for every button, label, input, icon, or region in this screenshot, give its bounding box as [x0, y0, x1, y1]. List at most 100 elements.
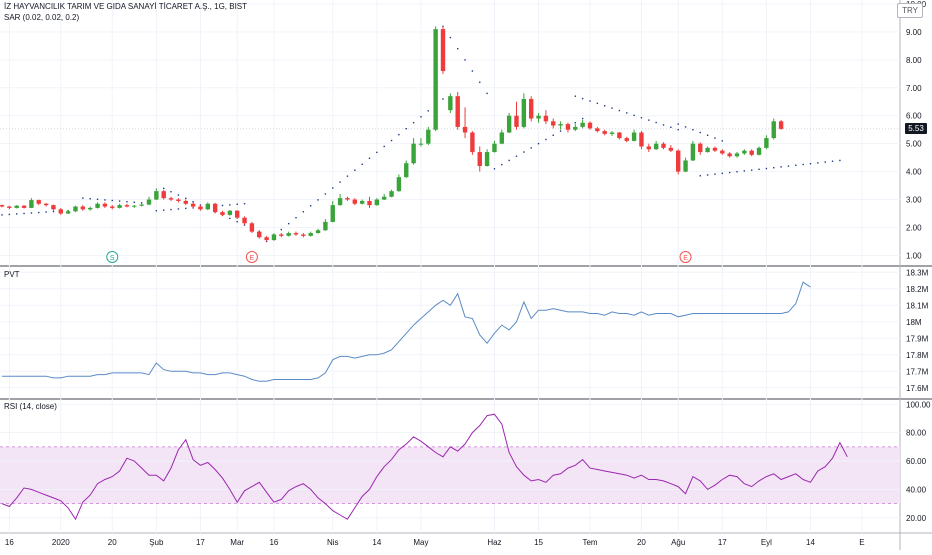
candle-body	[242, 217, 247, 224]
sar-dot	[596, 102, 599, 105]
sar-dot	[229, 204, 231, 206]
candle-body	[73, 206, 78, 212]
candle-body	[661, 143, 666, 148]
candle-body	[308, 233, 313, 236]
sar-dot	[427, 110, 429, 112]
candle-body	[323, 221, 328, 231]
candle-body	[154, 191, 159, 200]
sar-dot	[706, 174, 709, 176]
sar-dot	[412, 122, 415, 124]
event-marker-label: S	[110, 255, 115, 262]
sar-dot	[471, 70, 474, 72]
sar-dot	[317, 199, 319, 201]
sar-dot	[1, 214, 3, 216]
sar-dot	[229, 217, 231, 220]
time-axis[interactable]: 16 2020 20 Şub 17 Mar 16 Nis 14 May Haz 15 Tem 20 Ağu 1…	[5, 538, 865, 547]
candle-body	[88, 207, 93, 210]
candle-body	[190, 203, 196, 207]
sar-dot	[199, 204, 202, 206]
rsi-tick-label: 20.00	[906, 514, 927, 523]
candle-body	[257, 231, 262, 238]
candle-body	[337, 198, 343, 206]
sar-dot	[721, 140, 723, 142]
sar-dot	[52, 210, 55, 213]
candle-body	[161, 191, 166, 199]
event-marker-label: E	[683, 255, 688, 262]
sar-dot	[442, 25, 444, 28]
sar-dot	[302, 211, 305, 213]
pvt-pane[interactable]: 17.6M 17.7M 17.8M 17.9M 18M 18.1M 18.2M 18.3M	[0, 268, 929, 393]
candle-body	[690, 143, 696, 161]
candle-body	[727, 153, 732, 157]
candle-body	[271, 234, 277, 241]
sar-dot	[287, 222, 290, 225]
price-tick-label: 5.00	[906, 140, 922, 149]
candle-body	[551, 121, 556, 126]
sar-dot	[758, 168, 760, 171]
rsi-line	[1, 413, 848, 521]
sar-dot	[38, 211, 40, 214]
pvt-tick-label: 18.3M	[906, 268, 929, 277]
rsi-band-fill	[0, 446, 900, 504]
candle-body	[778, 121, 784, 129]
sar-dot	[618, 109, 621, 112]
earnings-marker	[245, 251, 258, 263]
sar-dot	[817, 162, 819, 164]
sar-dot	[604, 105, 606, 107]
sar-dot	[773, 167, 775, 169]
candle-body	[352, 199, 357, 204]
candle-body	[396, 177, 402, 192]
sar-dot	[684, 126, 687, 128]
rsi-pane[interactable]: 20.00 40.00 60.00 80.00 100.00	[0, 400, 931, 523]
sar-dot	[177, 194, 180, 196]
candle-body	[58, 209, 63, 214]
sar-dot	[626, 112, 628, 114]
candle-body	[411, 143, 416, 164]
pvt-tick-label: 17.7M	[906, 367, 929, 376]
rsi-band	[0, 446, 900, 504]
sar-dot	[699, 131, 701, 134]
sar-dot	[140, 202, 143, 204]
symbol-title: İZ HAYVANCILIK TARIM VE GIDA SANAYİ TİCA…	[4, 2, 248, 11]
candle-body	[462, 126, 468, 133]
sar-dot	[96, 198, 99, 201]
candle-body	[301, 234, 306, 236]
sar-dot	[831, 160, 834, 162]
pvt-legend: PVT	[4, 270, 20, 279]
candle-body	[382, 196, 387, 200]
candle-body	[683, 160, 688, 172]
sar-dot	[795, 164, 797, 166]
sar-dot	[824, 161, 826, 163]
sar-dot	[780, 166, 782, 168]
price-axis: 1.002.003.004.005.006.007.008.009.0010.0…	[0, 0, 927, 260]
candle-body	[14, 205, 19, 208]
candle-body	[102, 203, 108, 207]
sar-dot	[310, 205, 312, 207]
sar-dot	[839, 159, 841, 162]
currency-badge[interactable]: TRY	[897, 3, 923, 18]
time-tick-label: Nis	[327, 538, 339, 547]
candle-body	[212, 203, 218, 213]
sar-dot	[523, 151, 525, 153]
time-tick-label: 17	[196, 538, 205, 547]
candle-body	[146, 199, 152, 205]
candle-body	[734, 153, 740, 157]
sar-dot	[611, 107, 613, 109]
candle-body	[529, 98, 534, 119]
rsi-axis: 20.00 40.00 60.00 80.00 100.00	[0, 400, 931, 523]
rsi-tick-label: 100.00	[906, 400, 931, 409]
candle-body	[36, 200, 41, 204]
candle-body	[183, 200, 188, 204]
price-pane[interactable]: 1.002.003.004.005.006.007.008.009.0010.0…	[0, 0, 927, 263]
candle-body	[558, 124, 563, 126]
candles[interactable]	[0, 26, 784, 242]
rsi-tick-label: 40.00	[906, 485, 927, 494]
pvt-tick-label: 18M	[906, 318, 922, 327]
sar-dot	[545, 138, 547, 141]
candle-body	[521, 98, 527, 127]
sar-dot	[736, 171, 738, 173]
time-tick-label: 16	[269, 538, 278, 547]
